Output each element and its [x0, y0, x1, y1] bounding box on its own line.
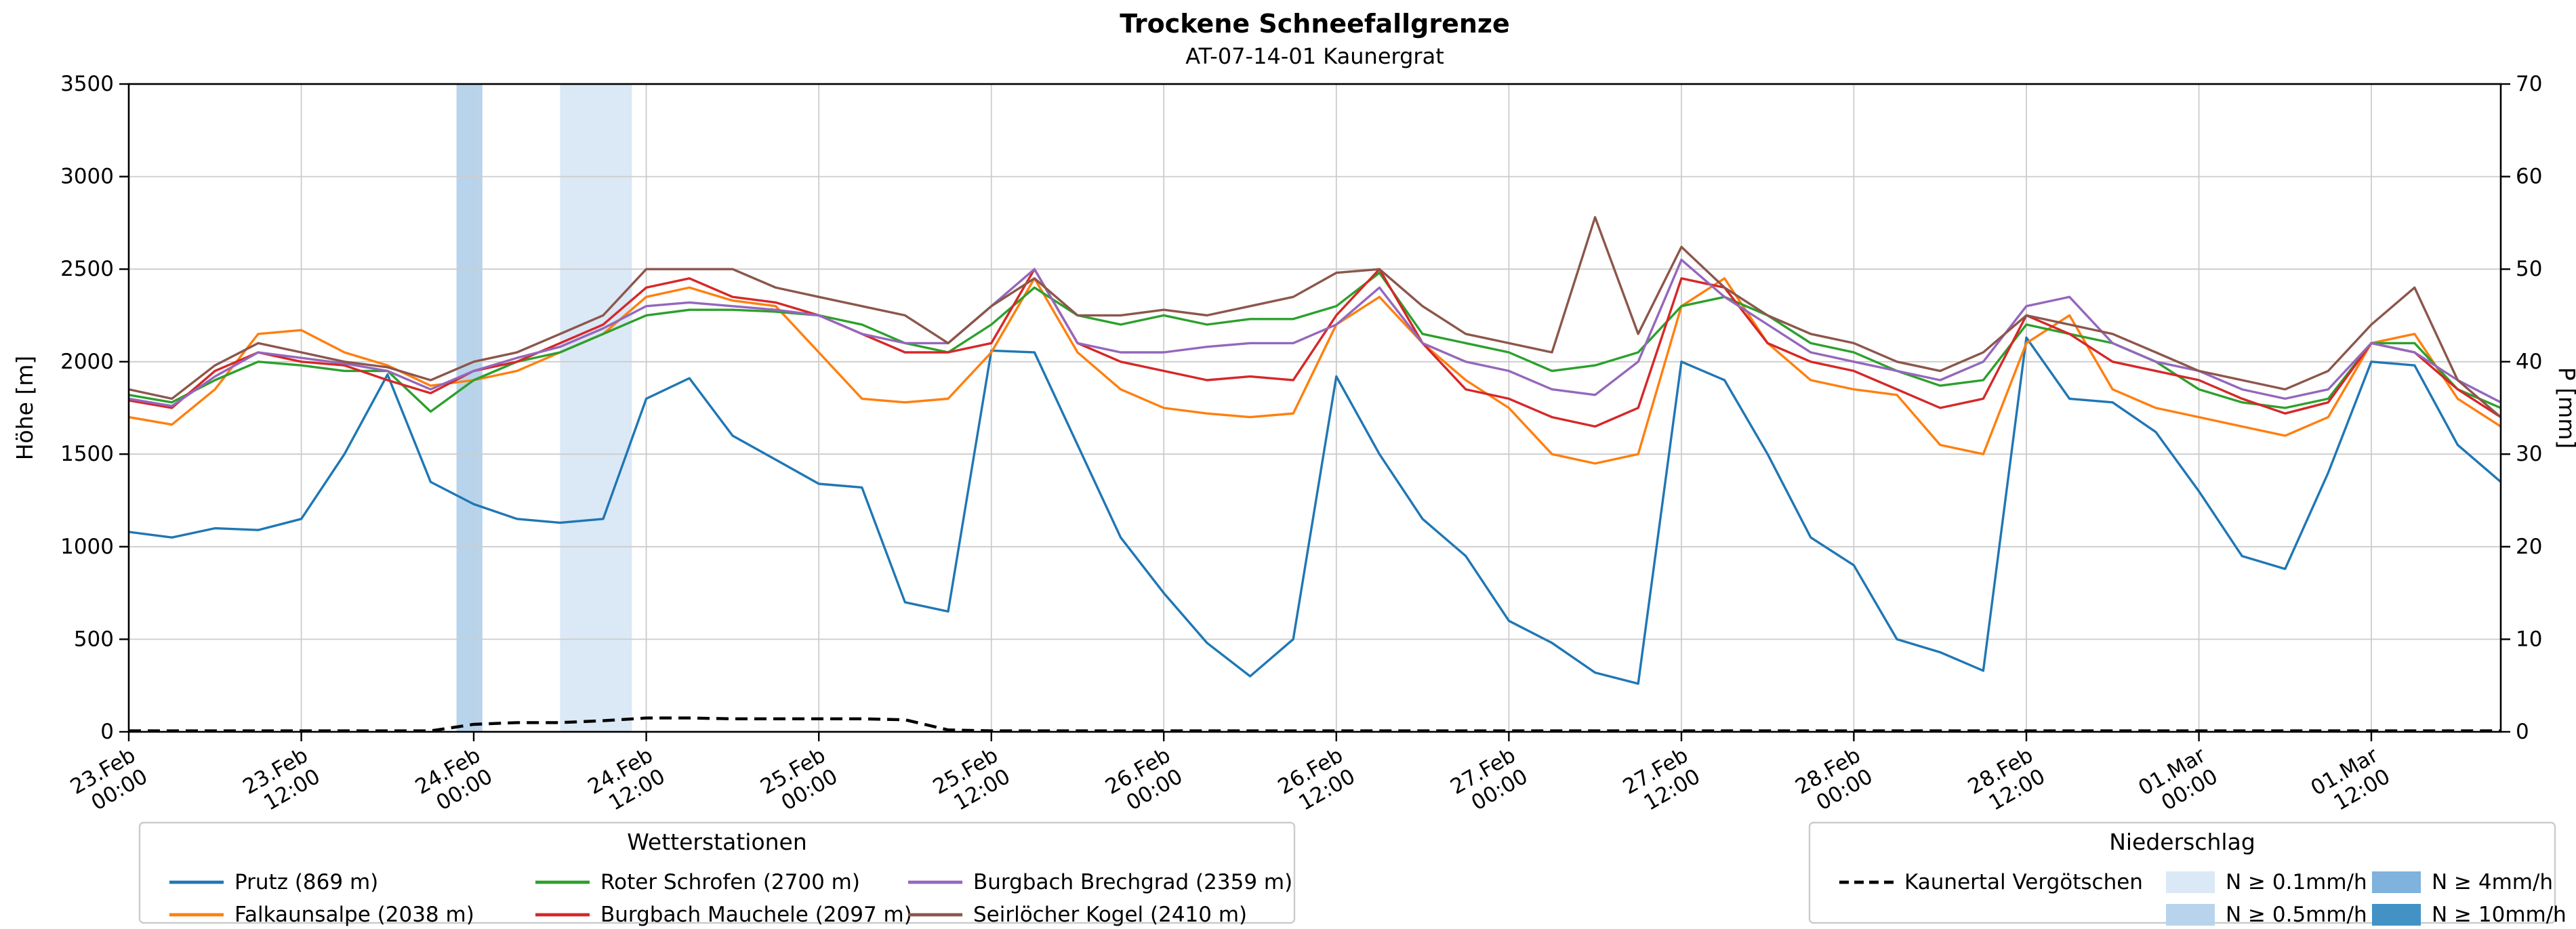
x-tick-label: 25.Feb12:00	[929, 743, 1015, 821]
x-tick-label-text: 24.Feb00:00	[411, 743, 497, 821]
x-tick-label-text: 26.Feb00:00	[1101, 743, 1187, 821]
legend-station-label: Roter Schrofen (2700 m)	[600, 870, 860, 894]
legend-patch-sample-n-0-1mm-h	[2166, 871, 2215, 893]
series-line-seirl-cher-kogel-2410-m	[128, 215, 2502, 418]
x-tick-label-text: 27.Feb12:00	[1619, 743, 1704, 821]
series-line-roter-schrofen-2700-m	[128, 271, 2501, 413]
x-tick-label-text: 01.Mar00:00	[2134, 743, 2222, 821]
legend-station-label: Falkaunsalpe (2038 m)	[234, 903, 474, 927]
legend-patch-label: N ≥ 10mm/h	[2432, 903, 2567, 927]
legend-station-label: Burgbach Mauchele (2097 m)	[600, 903, 912, 927]
x-tick-label: 25.Feb00:00	[756, 743, 842, 821]
x-tick-label: 26.Feb12:00	[1274, 743, 1359, 821]
y-tick-label-right: 10	[2516, 627, 2542, 651]
legend-patch-sample-n-10mm-h	[2372, 904, 2421, 926]
x-tick-label-text: 27.Feb00:00	[1446, 743, 1532, 821]
legend-station-label: Seirlöcher Kogel (2410 m)	[973, 903, 1247, 927]
x-tick-label: 27.Feb00:00	[1446, 743, 1532, 821]
legend-stations-box	[138, 821, 1296, 924]
x-tick-label: 01.Mar00:00	[2134, 743, 2222, 821]
y-tick-label-left: 1000	[60, 535, 114, 559]
chart-subtitle: AT-07-14-01 Kaunergrat	[1185, 43, 1444, 69]
y-axis-title-right: P [mm]	[2554, 367, 2576, 449]
legend-stations-title: Wetterstationen	[627, 829, 807, 855]
y-tick-label-right: 20	[2516, 535, 2542, 559]
precip-band	[560, 84, 632, 732]
x-tick-label-text: 25.Feb12:00	[929, 743, 1015, 821]
x-tick-label-text: 01.Mar12:00	[2307, 743, 2395, 821]
x-tick-label-text: 26.Feb12:00	[1274, 743, 1359, 821]
x-tick-label: 26.Feb00:00	[1101, 743, 1187, 821]
plot-border	[127, 83, 2502, 733]
series-line-prutz-869-m	[128, 336, 2502, 685]
y-tick-label-left: 0	[100, 720, 114, 744]
y-tick-label-right: 0	[2516, 720, 2529, 744]
chart-title: Trockene Schneefallgrenze	[1120, 9, 1510, 39]
legend-patch-label: N ≥ 0.5mm/h	[2226, 903, 2367, 927]
y-tick-label-right: 70	[2516, 72, 2542, 96]
y-tick-label-left: 2500	[60, 257, 114, 281]
x-tick-label: 23.Feb12:00	[239, 743, 324, 821]
y-tick-label-left: 500	[74, 627, 114, 651]
x-tick-label-text: 23.Feb12:00	[239, 743, 324, 821]
x-tick-label-text: 23.Feb00:00	[66, 743, 152, 821]
x-tick-label: 01.Mar12:00	[2307, 743, 2395, 821]
y-tick-label-right: 50	[2516, 257, 2542, 281]
axes-layer: 0 500 1000 1500 2000 2500 3000 3500 0 10 20 30 40 50 6…	[60, 72, 2542, 821]
legend-station-label: Burgbach Brechgrad (2359 m)	[973, 870, 1292, 894]
precip-band	[456, 84, 483, 732]
series-line-falkaunsalpe-2038-m	[128, 277, 2501, 465]
x-tick-label: 24.Feb00:00	[411, 743, 497, 821]
legend-patch-label: N ≥ 4mm/h	[2432, 870, 2553, 894]
series-line-burgbach-brechgrad-2359-m	[128, 258, 2501, 407]
x-tick-label: 27.Feb12:00	[1619, 743, 1704, 821]
x-tick-label: 28.Feb00:00	[1791, 743, 1877, 821]
precip-band-layer	[456, 84, 632, 732]
x-tick-label: 24.Feb12:00	[584, 743, 669, 821]
x-tick-label: 23.Feb00:00	[66, 743, 152, 821]
x-tick-label: 28.Feb12:00	[1964, 743, 2049, 821]
y-tick-label-right: 30	[2516, 442, 2542, 466]
y-tick-label-left: 3500	[60, 72, 114, 96]
x-tick-label-text: 25.Feb00:00	[756, 743, 842, 821]
grid-layer	[128, 83, 2501, 732]
legend-layer: Wetterstationen Prutz (869 m) Falkaunsalpe…	[138, 821, 2567, 927]
x-tick-label-text: 28.Feb12:00	[1964, 743, 2049, 821]
y-tick-label-left: 1500	[60, 442, 114, 466]
series-line-burgbach-mauchele-2097-m	[128, 268, 2501, 428]
legend-precip-title: Niederschlag	[2109, 829, 2255, 855]
y-tick-label-left: 3000	[60, 165, 114, 189]
legend-station-label: Prutz (869 m)	[234, 870, 378, 894]
legend-patch-sample-n-4mm-h	[2372, 871, 2421, 893]
y-tick-label-right: 40	[2516, 350, 2542, 374]
series-layer	[128, 215, 2502, 732]
y-axis-title-left: Höhe [m]	[12, 356, 38, 461]
y-tick-label-left: 2000	[60, 350, 114, 374]
legend-patch-label: N ≥ 0.1mm/h	[2226, 870, 2367, 894]
legend-precip-line-label: Kaunertal Vergötschen	[1904, 870, 2143, 894]
x-tick-label-text: 24.Feb12:00	[584, 743, 669, 821]
legend-patch-sample-n-0-5mm-h	[2166, 904, 2215, 926]
y-tick-label-right: 60	[2516, 165, 2542, 189]
precip-dashed-line	[129, 716, 2501, 732]
x-tick-label-text: 28.Feb00:00	[1791, 743, 1877, 821]
